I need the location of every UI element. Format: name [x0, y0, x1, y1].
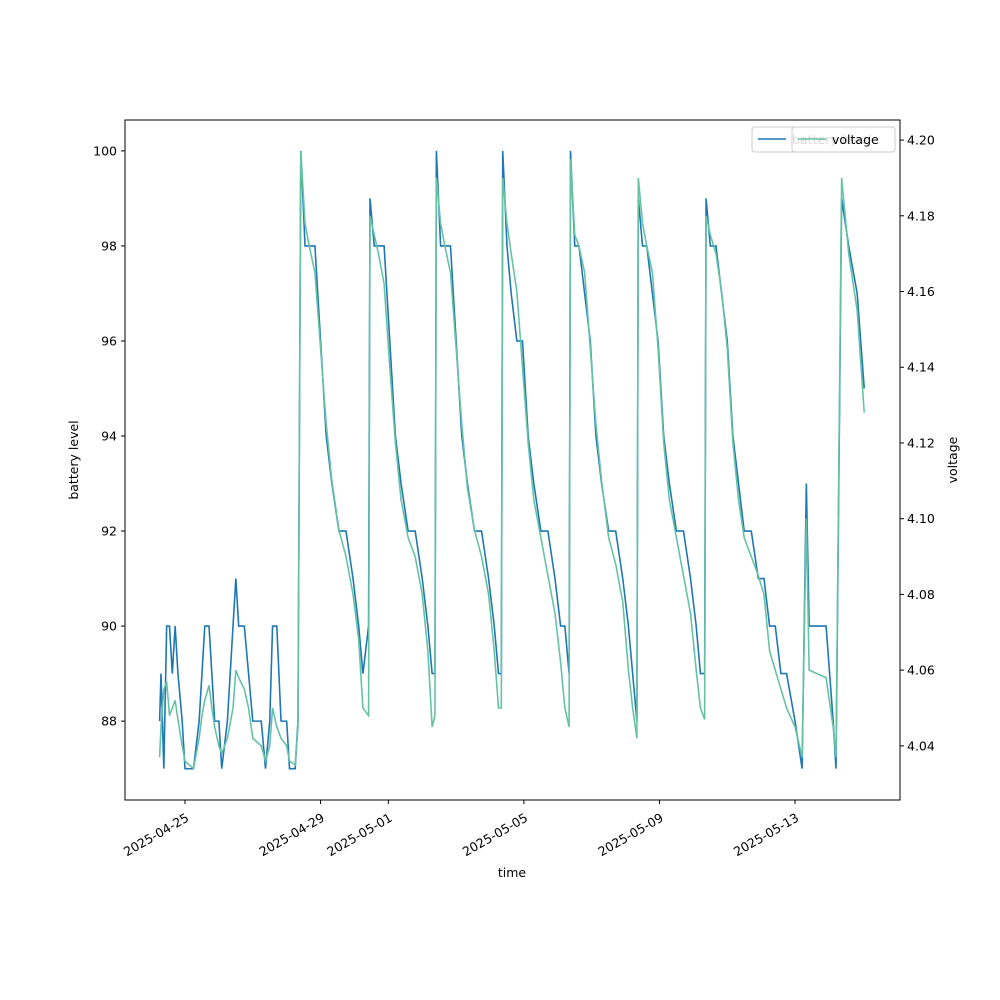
- y-tick-label: 98: [101, 238, 117, 253]
- y-tick-label: 90: [101, 619, 117, 634]
- y2-tick-label: 4.06: [907, 663, 935, 678]
- y-tick-label: 92: [101, 524, 117, 539]
- y-tick-label: 94: [101, 429, 117, 444]
- x-tick-label: 2025-05-13: [731, 810, 801, 859]
- y-tick-label: 100: [93, 143, 117, 158]
- x-axis-label: time: [498, 865, 527, 880]
- plot-frame: [124, 119, 901, 801]
- y-axis-label: battery level: [66, 420, 81, 499]
- y2-axis-label: voltage: [945, 436, 960, 483]
- x-tick-label: 2025-05-05: [460, 810, 530, 859]
- y2-tick-label: 4.18: [907, 208, 935, 223]
- x-tick-label: 2025-04-29: [256, 810, 326, 859]
- y2-tick-label: 4.10: [907, 511, 935, 526]
- x-tick-label: 2025-04-25: [121, 810, 191, 859]
- y2-tick-label: 4.14: [907, 360, 935, 375]
- y-tick-label: 96: [101, 333, 117, 348]
- legend-box: [791, 126, 896, 153]
- data-line: [158, 151, 866, 771]
- legend-label: voltage: [832, 132, 879, 147]
- x-tick-label: 2025-05-01: [324, 810, 394, 859]
- data-line: [158, 150, 866, 770]
- y2-tick-label: 4.08: [907, 587, 935, 602]
- y2-tick-label: 4.20: [907, 133, 935, 148]
- y-tick-label: 88: [101, 714, 117, 729]
- x-tick-label: 2025-05-09: [595, 810, 665, 859]
- y2-tick-label: 4.12: [907, 435, 935, 450]
- legend: voltage: [791, 126, 896, 153]
- y2-tick-label: 4.16: [907, 284, 935, 299]
- y2-tick-label: 4.04: [907, 738, 935, 753]
